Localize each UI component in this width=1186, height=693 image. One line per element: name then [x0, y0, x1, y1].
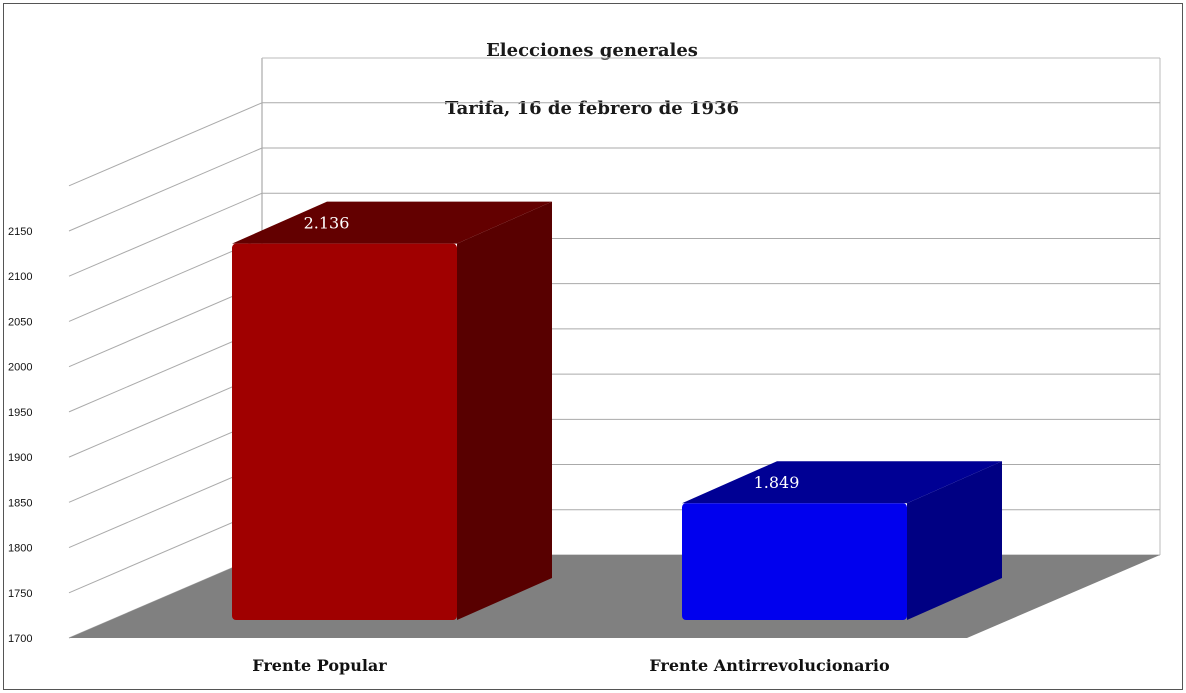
side-gridline	[68, 283, 263, 368]
y-tick-label: 1800	[8, 543, 32, 555]
y-tick-label: 1900	[8, 452, 32, 464]
bar	[232, 201, 552, 620]
side-gridline	[68, 328, 263, 413]
bar-front	[682, 503, 907, 620]
y-tick-label: 2000	[8, 362, 32, 374]
chart-subtitle: Tarifa, 16 de febrero de 1936	[445, 98, 739, 119]
chart-title: Elecciones generales	[486, 40, 698, 61]
x-axis-categories: Frente Popular Frente Antirrevolucionario	[252, 656, 890, 675]
data-label: 1.849	[754, 473, 800, 492]
y-tick-label: 1850	[8, 497, 32, 509]
y-tick-label: 2100	[8, 271, 32, 283]
chart-frame: Elecciones generales Tarifa, 16 de febre…	[3, 3, 1183, 690]
data-labels: 2.136 1.849	[304, 214, 800, 493]
bar-side	[457, 201, 552, 620]
data-label: 2.136	[304, 214, 350, 233]
side-gridline	[68, 418, 263, 503]
y-tick-label: 2050	[8, 316, 32, 328]
side-gridline	[68, 102, 263, 187]
y-axis-ticks: 1700 1750 1800 1850 1900 1950 2000 2050 2100 2150	[8, 226, 32, 645]
side-gridline	[68, 464, 263, 549]
bars	[232, 201, 1002, 620]
x-category-label: Frente Popular	[252, 656, 387, 675]
bar-top	[232, 201, 552, 244]
side-gridline	[68, 373, 263, 458]
side-gridline	[68, 509, 263, 594]
x-category-label: Frente Antirrevolucionario	[649, 656, 890, 675]
y-tick-label: 1700	[8, 633, 32, 645]
side-gridline	[68, 237, 263, 322]
y-tick-label: 2150	[8, 226, 32, 238]
bar	[682, 461, 1002, 620]
y-tick-label: 1750	[8, 588, 32, 600]
side-gridline	[68, 192, 263, 277]
y-tick-label: 1950	[8, 407, 32, 419]
bar-side	[907, 461, 1002, 620]
bar-top	[682, 461, 1002, 504]
bar-chart: Elecciones generales Tarifa, 16 de febre…	[8, 40, 1161, 675]
bar-front	[232, 243, 457, 620]
side-gridline	[68, 147, 263, 232]
